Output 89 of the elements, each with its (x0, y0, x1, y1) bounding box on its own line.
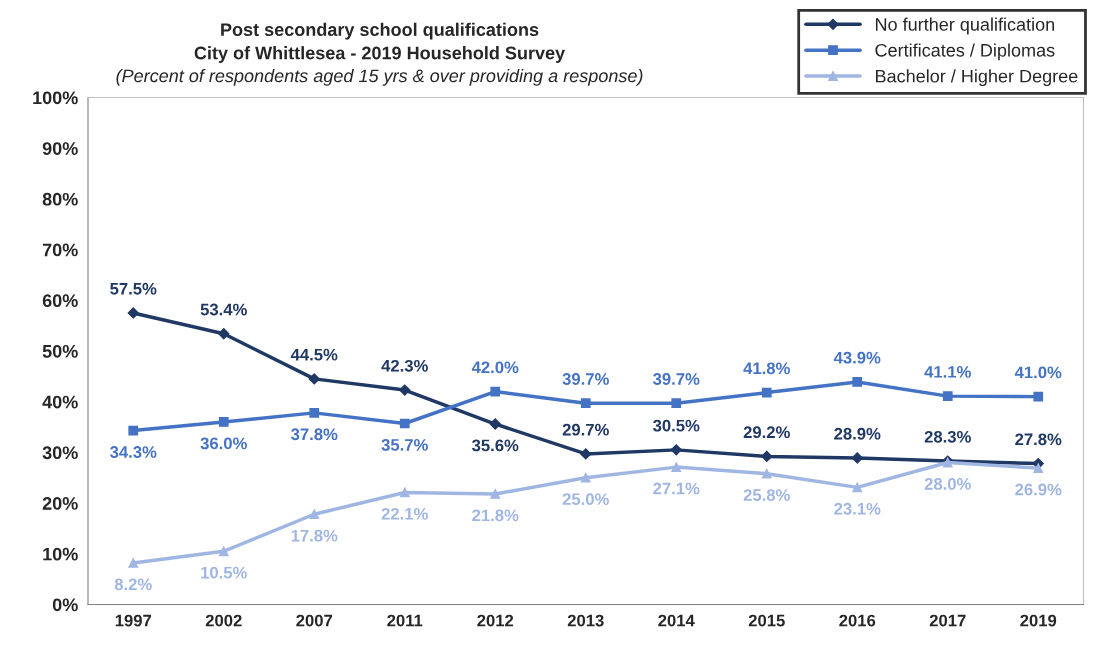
data-label: 26.9% (1015, 483, 1062, 496)
data-label: 8.2% (114, 578, 152, 591)
y-tick-label: 70% (42, 243, 78, 257)
data-label: 25.8% (743, 489, 790, 501)
data-label: 27.1% (653, 482, 700, 495)
point (670, 444, 682, 456)
x-tick-label: 2015 (748, 614, 785, 627)
y-tick-label: 50% (42, 344, 78, 358)
point (399, 384, 411, 396)
y-tick-label: 40% (42, 395, 78, 409)
y-tick-label: 10% (43, 547, 78, 561)
data-label: 25.0% (562, 493, 609, 506)
data-label: 35.6% (472, 439, 519, 452)
chart-title: Post secondary school qualifications City of Whittlesea - 2019 Household Survey (194, 22, 566, 63)
point (309, 509, 320, 520)
data-label: 22.1% (381, 507, 428, 520)
data-label: 53.4% (200, 303, 247, 316)
x-tick-label: 2011 (387, 614, 423, 627)
point (580, 448, 592, 460)
y-tick-label: 0% (52, 598, 78, 612)
point (218, 328, 230, 340)
data-label: 39.7% (562, 373, 609, 385)
data-label: 41.8% (743, 362, 790, 375)
point (490, 386, 501, 397)
data-label: 28.3% (924, 430, 971, 443)
point (671, 398, 682, 409)
x-tick-label: 2017 (929, 614, 966, 627)
data-label: 42.0% (471, 361, 519, 374)
data-label: 35.7% (381, 438, 428, 451)
data-label: 29.2% (743, 426, 790, 439)
point (218, 417, 229, 427)
data-label: 23.1% (834, 502, 881, 515)
point (218, 546, 229, 557)
point (1033, 391, 1044, 402)
data-label: 41.0% (1014, 366, 1062, 379)
point (490, 489, 501, 499)
point (852, 377, 863, 387)
data-label: 44.5% (290, 348, 338, 361)
chart-subtitle: (Percent of respondents aged 15 yrs & over providing a response) (116, 68, 643, 86)
point (761, 468, 772, 479)
point (128, 558, 139, 568)
point (399, 418, 410, 429)
data-label: 28.0% (924, 478, 971, 490)
point (1033, 463, 1044, 473)
y-tick-label: 60% (42, 294, 78, 308)
point (580, 398, 591, 409)
x-tick-label: 2016 (839, 614, 876, 627)
point (851, 452, 863, 464)
data-label: 30.5% (653, 419, 700, 432)
y-tick-label: 90% (42, 142, 78, 155)
data-label: 43.9% (833, 351, 881, 364)
data-label: 28.9% (834, 427, 881, 440)
x-tick-label: 2007 (296, 614, 333, 627)
x-tick-label: 2002 (205, 614, 242, 627)
y-tick-label: 30% (42, 446, 78, 460)
data-label: 10.5% (201, 566, 247, 579)
y-tick-label: 100% (33, 91, 78, 105)
data-label: 37.8% (291, 428, 338, 441)
point (580, 472, 591, 483)
point (399, 487, 410, 498)
x-tick-label: 2014 (658, 614, 695, 627)
y-tick-label: 20% (42, 497, 78, 510)
data-label: 34.3% (110, 446, 157, 458)
x-tick-label: 2019 (1020, 614, 1057, 627)
point (127, 307, 139, 319)
y-tick-label: 80% (42, 192, 78, 206)
point (761, 387, 772, 398)
point (309, 407, 320, 418)
point (489, 418, 501, 430)
data-label: 21.8% (472, 509, 519, 522)
x-tick-label: 2012 (477, 614, 514, 627)
x-tick-label: 1997 (115, 614, 152, 627)
point (308, 373, 320, 385)
data-label: 29.7% (562, 423, 609, 436)
data-label: 42.3% (381, 359, 428, 372)
data-label: 17.8% (291, 529, 338, 542)
data-label: 27.8% (1015, 433, 1062, 446)
point (671, 462, 682, 472)
data-label: 41.1% (924, 366, 971, 378)
point (852, 482, 863, 493)
legend-label: Certificates / Diplomas (875, 43, 1055, 61)
legend-label: No further qualification (876, 17, 1055, 35)
legend-label: Bachelor / Higher Degree (876, 69, 1078, 87)
data-label: 36.0% (200, 437, 247, 450)
data-label: 39.7% (653, 373, 700, 385)
x-tick-label: 2013 (567, 614, 604, 627)
data-label: 57.5% (110, 282, 157, 295)
point (942, 391, 953, 401)
point (128, 425, 139, 436)
